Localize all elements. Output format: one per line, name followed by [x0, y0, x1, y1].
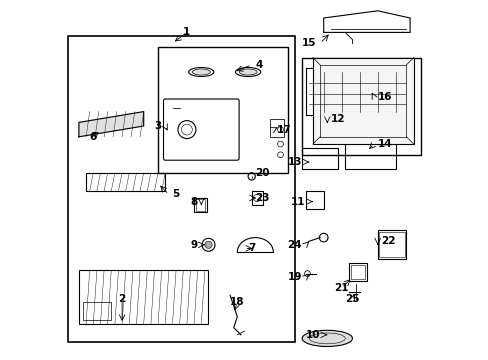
Text: 21: 21 [334, 283, 348, 293]
Text: 8: 8 [190, 197, 197, 207]
Circle shape [204, 241, 212, 248]
Bar [269, 119, 284, 137]
Bar [312, 58, 413, 144]
Text: 18: 18 [229, 297, 244, 307]
Text: 6: 6 [89, 132, 97, 142]
Text: 22: 22 [381, 236, 395, 246]
Bar [348, 263, 366, 281]
Text: 7: 7 [247, 243, 255, 253]
Text: 23: 23 [255, 193, 269, 203]
Text: 12: 12 [330, 114, 345, 124]
Text: 4: 4 [255, 60, 262, 70]
Bar [251, 191, 262, 205]
Bar [350, 265, 365, 279]
Text: 24: 24 [287, 240, 302, 250]
Text: 13: 13 [287, 157, 302, 167]
Bar [79, 270, 208, 324]
Text: 5: 5 [172, 189, 180, 199]
Bar [86, 173, 165, 191]
Bar [68, 36, 294, 342]
Text: 9: 9 [190, 240, 197, 250]
Bar [195, 199, 204, 211]
Bar [194, 198, 206, 212]
Text: 10: 10 [305, 330, 320, 340]
Polygon shape [79, 112, 143, 137]
Text: 3: 3 [154, 121, 162, 131]
Text: 2: 2 [118, 294, 125, 304]
Ellipse shape [192, 69, 210, 75]
Bar [377, 230, 406, 259]
Text: 1: 1 [183, 27, 190, 37]
Bar [345, 137, 395, 169]
Bar [158, 47, 287, 173]
Text: 16: 16 [377, 92, 391, 102]
Text: 17: 17 [276, 125, 291, 135]
Bar [302, 58, 420, 155]
Text: 11: 11 [291, 197, 305, 207]
Bar [82, 302, 111, 320]
Text: 20: 20 [255, 168, 269, 178]
Text: 15: 15 [302, 38, 316, 48]
Text: 19: 19 [287, 272, 302, 282]
Text: 14: 14 [377, 139, 391, 149]
Text: 25: 25 [345, 294, 359, 304]
Bar [305, 191, 323, 209]
Ellipse shape [302, 330, 352, 346]
Bar [302, 148, 337, 169]
Ellipse shape [239, 69, 257, 75]
Bar [379, 232, 404, 257]
Bar [305, 68, 409, 115]
